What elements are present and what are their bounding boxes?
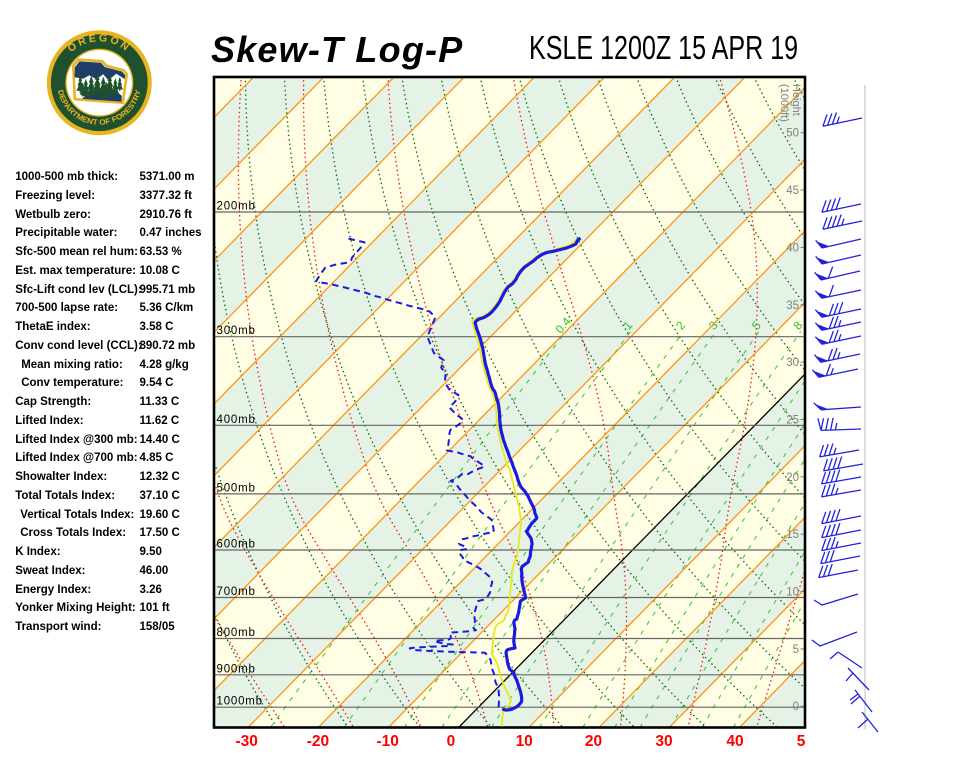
svg-text:50: 50 bbox=[786, 128, 799, 140]
svg-text:700mb: 700mb bbox=[217, 586, 256, 598]
svg-text:500mb: 500mb bbox=[217, 482, 256, 494]
svg-text:30: 30 bbox=[786, 357, 799, 369]
svg-text:(1000ft): (1000ft) bbox=[778, 84, 790, 122]
svg-text:1000mb: 1000mb bbox=[217, 696, 263, 708]
svg-text:5: 5 bbox=[797, 733, 806, 750]
svg-text:20: 20 bbox=[786, 472, 799, 484]
svg-text:15: 15 bbox=[786, 529, 799, 541]
svg-text:40: 40 bbox=[786, 242, 799, 254]
svg-text:20: 20 bbox=[585, 733, 602, 750]
svg-text:40: 40 bbox=[726, 733, 743, 750]
svg-text:-30: -30 bbox=[235, 733, 257, 750]
svg-text:10: 10 bbox=[786, 587, 799, 599]
svg-text:-10: -10 bbox=[376, 733, 398, 750]
svg-text:10: 10 bbox=[516, 733, 533, 750]
svg-text:900mb: 900mb bbox=[217, 663, 256, 675]
svg-text:300mb: 300mb bbox=[217, 325, 256, 337]
svg-text:5: 5 bbox=[793, 644, 799, 656]
svg-text:25: 25 bbox=[786, 415, 799, 427]
svg-text:0: 0 bbox=[447, 733, 456, 750]
svg-text:-20: -20 bbox=[307, 733, 329, 750]
svg-text:30: 30 bbox=[655, 733, 672, 750]
svg-text:200mb: 200mb bbox=[217, 201, 256, 213]
svg-text:0: 0 bbox=[793, 701, 799, 713]
svg-text:400mb: 400mb bbox=[217, 414, 256, 426]
svg-text:35: 35 bbox=[786, 300, 799, 312]
svg-text:800mb: 800mb bbox=[217, 627, 256, 639]
svg-text:600mb: 600mb bbox=[217, 539, 256, 551]
svg-text:Height: Height bbox=[790, 84, 802, 116]
svg-text:45: 45 bbox=[786, 185, 799, 197]
